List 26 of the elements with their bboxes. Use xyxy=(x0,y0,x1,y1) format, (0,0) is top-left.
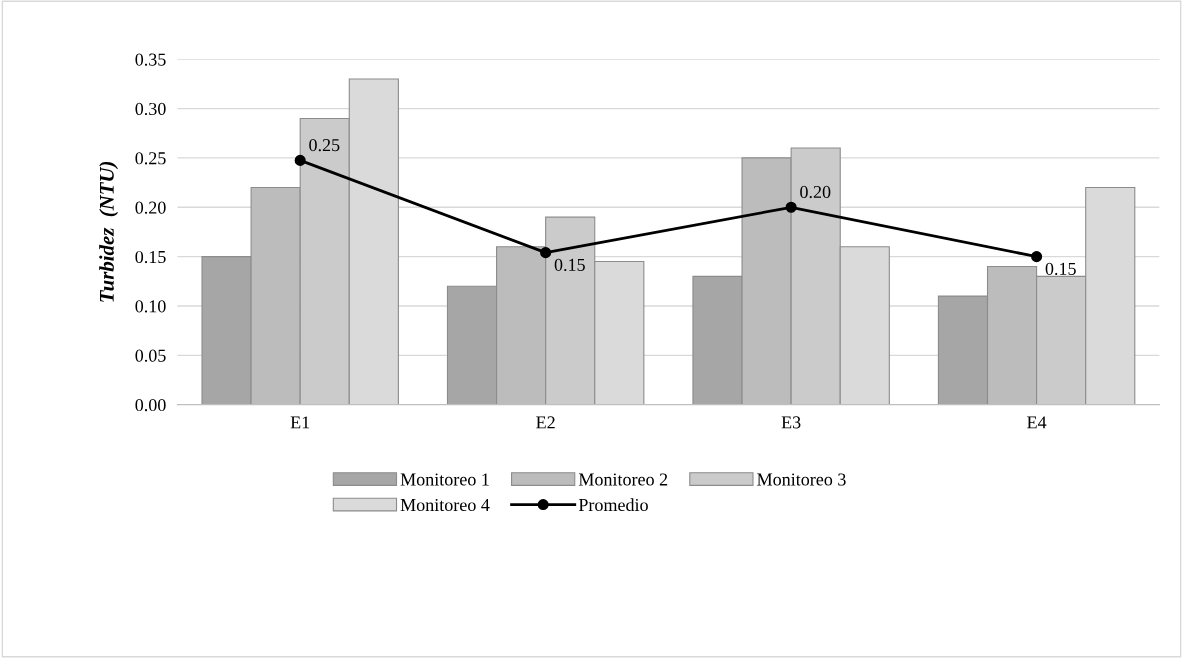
point xyxy=(540,247,552,259)
y-tick-label: 0.10 xyxy=(135,300,166,313)
legend-label: Monitoreo 4 xyxy=(400,498,490,512)
y-tick-label: 0.20 xyxy=(135,201,166,214)
y-tick-label: 0.35 xyxy=(135,53,166,66)
data-label: 0.25 xyxy=(309,138,340,152)
point xyxy=(785,201,797,213)
legend-label: Monitoreo 1 xyxy=(400,473,489,486)
legend-label: Monitoreo 3 xyxy=(757,473,846,486)
point xyxy=(1031,251,1043,263)
x-tick-label: E3 xyxy=(781,416,801,429)
legend-label: Monitoreo 2 xyxy=(578,473,668,486)
data-label: 0.15 xyxy=(1045,262,1076,275)
y-tick-label: 0.00 xyxy=(135,398,166,412)
y-tick-label: 0.30 xyxy=(135,102,166,116)
x-tick-label: E4 xyxy=(1027,416,1047,429)
point xyxy=(294,154,306,166)
y-axis-title: Turbidez (NTU) xyxy=(99,161,119,302)
data-label: 0.15 xyxy=(554,258,585,272)
x-tick-label: E1 xyxy=(290,416,310,429)
y-tick-label: 0.05 xyxy=(135,349,166,362)
y-tick-label: 0.15 xyxy=(135,250,166,264)
legend-label: Promedio xyxy=(578,498,648,512)
y-tick-label: 0.25 xyxy=(135,152,166,165)
data-label: 0.20 xyxy=(800,185,831,199)
x-tick-label: E2 xyxy=(536,416,555,429)
